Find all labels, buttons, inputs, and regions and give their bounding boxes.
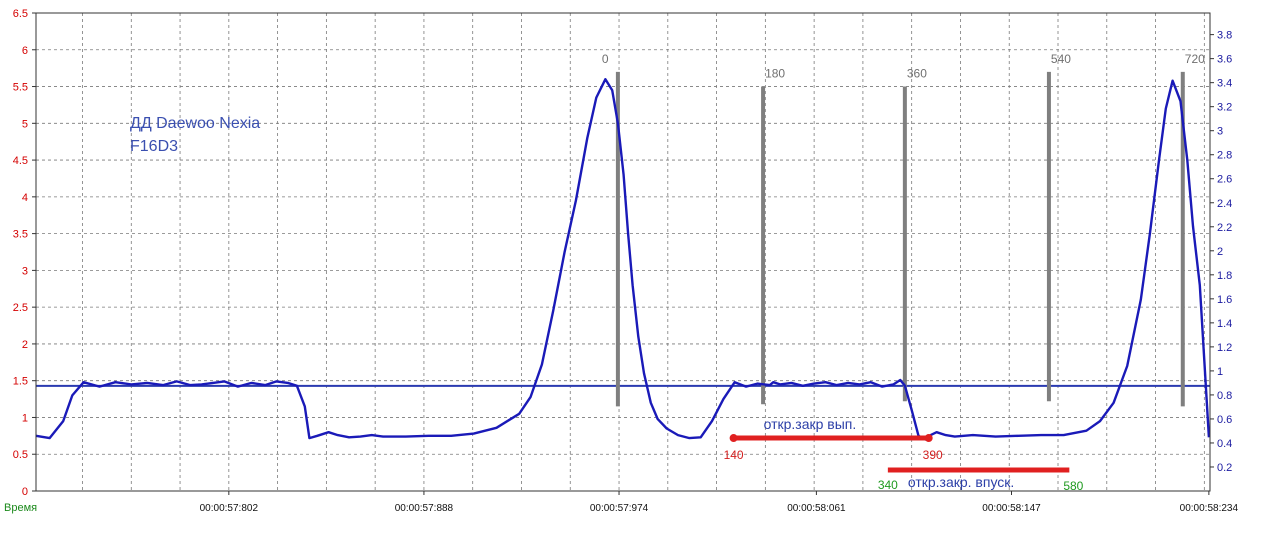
- intake-bar-end-label: 580: [1063, 479, 1083, 493]
- left-axis-tick-label: 1.5: [13, 376, 28, 388]
- crank-angle-marker-label: 540: [1051, 52, 1071, 66]
- right-axis-tick-label: 1: [1217, 366, 1223, 378]
- left-axis-tick-label: 6: [22, 45, 28, 57]
- right-axis-tick-label: 0.6: [1217, 414, 1232, 426]
- chart-labels: ДД Daewoo Nexia F16D3 Время: [4, 115, 260, 514]
- right-axis-tick-label: 3: [1217, 126, 1223, 138]
- right-axis-tick-label: 2: [1217, 246, 1223, 258]
- left-axis-tick-label: 1: [22, 412, 28, 424]
- right-axis-tick-label: 1.2: [1217, 342, 1232, 354]
- right-axis-tick-label: 2.4: [1217, 198, 1232, 210]
- left-axis-tick-label: 0.5: [13, 449, 28, 461]
- exhaust-bar-start-label: 140: [724, 448, 744, 462]
- right-axis-tick-label: 1.8: [1217, 270, 1232, 282]
- right-axis-tick-label: 3.6: [1217, 54, 1232, 66]
- right-axis-tick-label: 0.4: [1217, 438, 1232, 450]
- exhaust-bar-end-dot: [924, 434, 933, 443]
- left-axis-tick-label: 0: [22, 486, 28, 498]
- x-axis-tick-label: 00:00:57:888: [395, 503, 454, 514]
- x-axis-tick-label: 00:00:58:061: [787, 503, 846, 514]
- right-axis-tick-label: 3.8: [1217, 30, 1232, 42]
- left-axis-tick-label: 5.5: [13, 82, 28, 94]
- crank-angle-marker-label: 180: [765, 67, 785, 81]
- x-axis-label: Время: [4, 502, 37, 514]
- crank-angle-markers: 0 180 360 540 720: [602, 52, 1205, 407]
- exhaust-bar-end-label: 390: [923, 448, 943, 462]
- x-axis-tick-label: 00:00:57:974: [590, 503, 649, 514]
- intake-valve-label: откр.закр. впуск.: [908, 474, 1014, 490]
- right-axis-tick-label: 2.8: [1217, 150, 1232, 162]
- left-axis-tick-label: 3: [22, 265, 28, 277]
- left-axis-tick-label: 6.5: [13, 8, 28, 20]
- crank-angle-marker-label: 0: [602, 52, 609, 66]
- right-axis-tick-label: 2.2: [1217, 222, 1232, 234]
- valve-timing-bars: откр.закр вып. 140 390 откр.закр. впуск. 340…: [724, 416, 1084, 493]
- crank-angle-marker-label: 720: [1185, 52, 1205, 66]
- left-axis-tick-label: 4: [22, 192, 28, 204]
- right-axis-tick-label: 2.6: [1217, 174, 1232, 186]
- exhaust-valve-label: откр.закр вып.: [764, 416, 857, 432]
- x-axis-tick-label: 00:00:58:147: [982, 503, 1041, 514]
- left-axis-tick-label: 5: [22, 118, 28, 130]
- exhaust-bar-start-dot: [729, 434, 738, 443]
- chart-title-line-2: F16D3: [130, 138, 178, 155]
- left-axis-tick-label: 4.5: [13, 155, 28, 167]
- right-axis-tick-label: 0.8: [1217, 390, 1232, 402]
- chart-grid: [36, 12, 1210, 491]
- left-axis-tick-label: 2: [22, 339, 28, 351]
- intake-bar-start-label: 340: [878, 478, 898, 492]
- left-axis-tick-label: 3.5: [13, 229, 28, 241]
- left-axis-tick-label: 2.5: [13, 302, 28, 314]
- right-axis-tick-label: 0.2: [1217, 462, 1232, 474]
- chart-series: [35, 77, 1211, 441]
- crank-angle-marker-label: 360: [907, 67, 927, 81]
- chart-axes: 0 0.5 1 1.5 2 2.5 3 3.5 4 4.5 5 5.5 6 6.5 0.2 0.4 0.6 0.8…: [13, 8, 1239, 514]
- plot-frame: [35, 12, 1211, 492]
- x-axis-tick-label: 00:00:58:234: [1180, 503, 1239, 514]
- right-axis-tick-label: 3.2: [1217, 102, 1232, 114]
- x-axis-tick-label: 00:00:57:802: [200, 503, 259, 514]
- right-axis-tick-label: 3.4: [1217, 78, 1232, 90]
- pressure-series-line: [35, 77, 1211, 441]
- right-axis-tick-label: 1.6: [1217, 294, 1232, 306]
- right-axis-tick-label: 1.4: [1217, 318, 1232, 330]
- chart-title-line-1: ДД Daewoo Nexia: [130, 115, 260, 132]
